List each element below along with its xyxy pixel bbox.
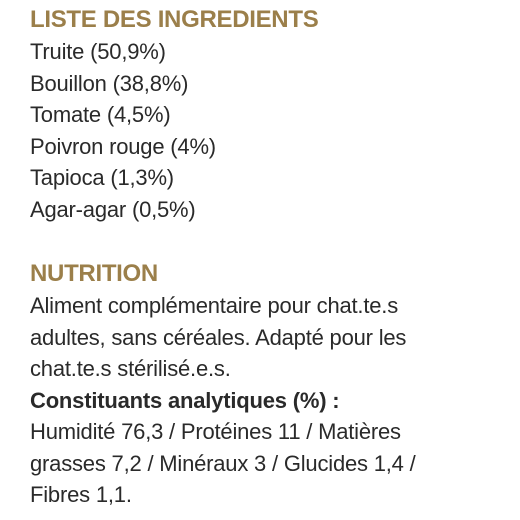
analytics-line: Fibres 1,1. [30,482,132,507]
section-spacer [30,225,510,258]
ingredients-title: LISTE DES INGREDIENTS [30,6,319,33]
ingredient-item: Truite (50,9%) [30,39,166,64]
ingredient-item: Tomate (4,5%) [30,102,171,127]
ingredient-item: Poivron rouge (4%) [30,133,216,159]
nutrition-title: NUTRITION [30,260,158,287]
ingredient-item: Bouillon (38,8%) [30,70,189,96]
ingredient-item: Tapioca (1,3%) [30,165,174,190]
analytics-line: Humidité 76,3 / Protéines 11 / Matières [30,419,401,444]
nutrition-description-line: adultes, sans céréales. Adapté pour les [30,324,407,350]
nutrition-description-line: Aliment complémentaire pour chat.te.s [30,293,398,318]
nutrition-description-line: chat.te.s stérilisé.e.s. [30,356,231,381]
analytics-line: grasses 7,2 / Minéraux 3 / Glucides 1,4 … [30,450,416,476]
product-info-panel: LISTE DES INGREDIENTS Truite (50,9%) Bou… [30,4,510,511]
analytics-heading: Constituants analytiques (%) : [30,387,340,413]
ingredient-item: Agar-agar (0,5%) [30,196,196,222]
ingredients-list: Truite (50,9%) Bouillon (38,8%) Tomate (… [30,36,510,225]
